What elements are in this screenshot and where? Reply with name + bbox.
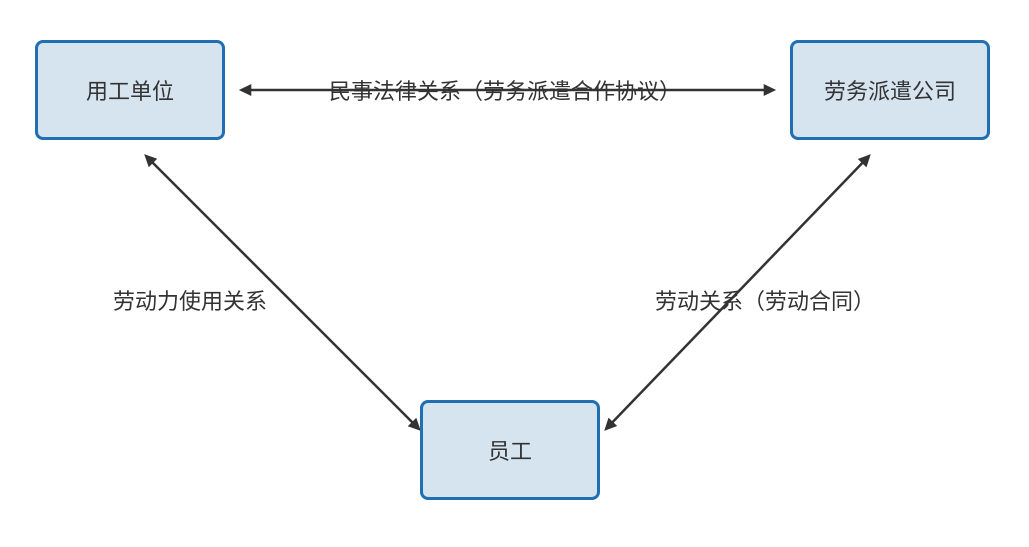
- node-agency-label: 劳务派遣公司: [824, 74, 956, 106]
- node-employer-label: 用工单位: [86, 74, 174, 106]
- edge-label-civil-text: 民事法律关系（劳务派遣合作协议）: [329, 79, 681, 104]
- node-agency: 劳务派遣公司: [790, 40, 990, 140]
- node-employee: 员工: [420, 400, 600, 500]
- edge-label-labor-rel-text: 劳动关系（劳动合同）: [655, 289, 875, 314]
- edge-label-labor-use: 劳动力使用关系: [113, 284, 267, 316]
- node-employer: 用工单位: [35, 40, 225, 140]
- node-employee-label: 员工: [488, 434, 532, 466]
- diagram-container: 用工单位 劳务派遣公司 员工 民事法律关系（劳务派遣合作协议） 劳动力使用关系 …: [0, 0, 1029, 547]
- edge-label-labor-use-text: 劳动力使用关系: [113, 289, 267, 314]
- edge-label-labor-rel: 劳动关系（劳动合同）: [655, 284, 875, 316]
- edge-label-civil: 民事法律关系（劳务派遣合作协议）: [329, 74, 681, 106]
